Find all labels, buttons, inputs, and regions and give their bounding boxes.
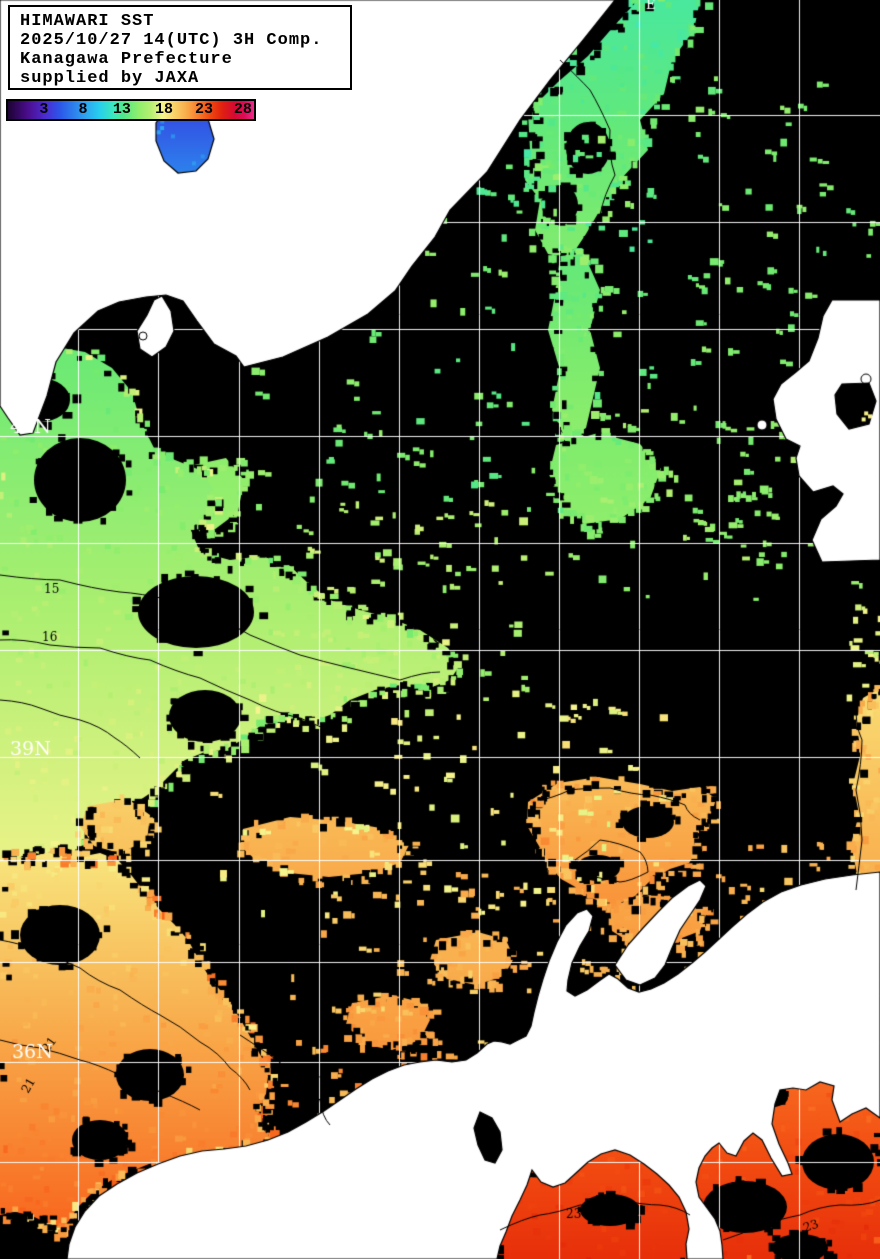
map-title-box: HIMAWARI SST 2025/10/27 14(UTC) 3H Comp.… [8,5,352,90]
colorbar-tick: 13 [112,101,131,118]
colorbar-tick: 3 [39,101,49,118]
title-datetime: 2025/10/27 14(UTC) 3H Comp. [20,31,323,50]
colorbar-tick: 8 [78,101,88,118]
colorbar-tick: 23 [195,101,214,118]
colorbar-tick: 28 [233,101,252,118]
title-product: HIMAWARI SST [20,12,155,31]
title-attribution: supplied by JAXA [20,69,200,88]
colorbar-tick: 18 [154,101,173,118]
temperature-colorbar: 3 8 13 18 23 28 [6,99,256,121]
title-region: Kanagawa Prefecture [20,50,233,69]
